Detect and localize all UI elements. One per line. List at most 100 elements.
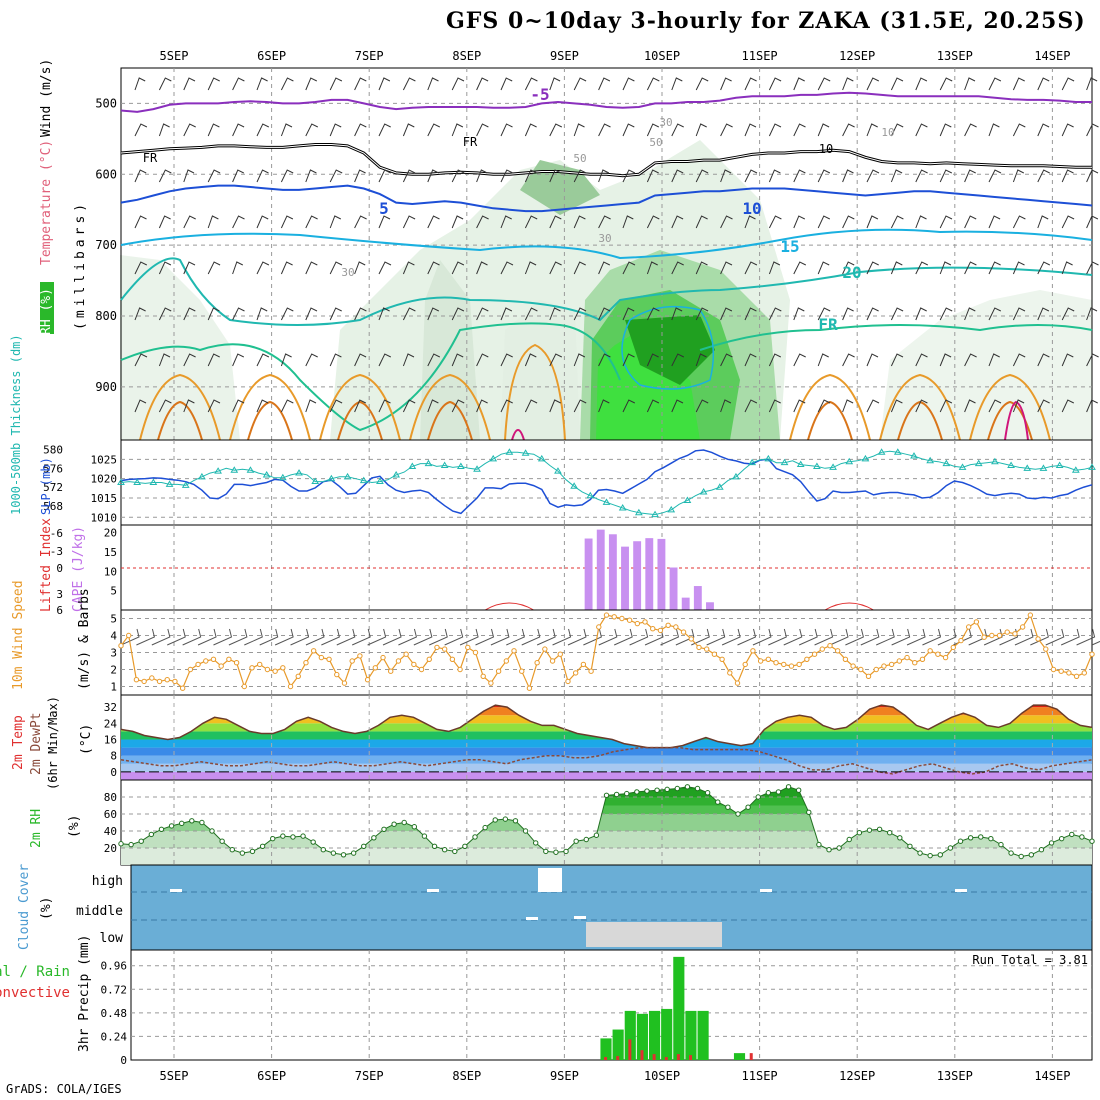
- wind-barb: [1037, 399, 1050, 413]
- surface-barb: [475, 628, 495, 646]
- surface-barb: [536, 628, 556, 646]
- wind-barb: [378, 215, 391, 229]
- wind-barb: [378, 169, 391, 183]
- surface-barb: [197, 628, 217, 646]
- wind-speed-point: [680, 629, 687, 635]
- thickness-marker: [699, 487, 708, 495]
- temp-band: [121, 771, 1092, 780]
- rh-point: [209, 828, 215, 834]
- thickness-marker: [651, 510, 659, 518]
- wind-barb: [1086, 215, 1099, 229]
- wind-barb: [842, 261, 855, 275]
- isotherm-30: [807, 400, 853, 441]
- wind-barb: [207, 169, 221, 183]
- wind-barb: [524, 353, 537, 367]
- wind-speed-point: [149, 675, 155, 681]
- wind-speed-point: [411, 661, 417, 668]
- wind-barb: [866, 169, 880, 183]
- rh-point: [684, 784, 691, 790]
- convective-bar: [652, 1054, 656, 1060]
- wind-barb: [476, 169, 488, 183]
- rh-point: [543, 848, 549, 855]
- wind-barb: [402, 261, 415, 275]
- wind-barb: [988, 215, 1001, 229]
- wind-speed-point: [773, 660, 779, 666]
- wind-speed-point: [942, 654, 949, 661]
- convective-bar: [676, 1054, 680, 1060]
- rh-point: [563, 848, 569, 855]
- wind-barb: [378, 353, 392, 367]
- x-tick-bottom: 5SEP: [160, 1069, 189, 1083]
- wind-barb: [720, 261, 733, 275]
- wind-barb: [622, 77, 635, 91]
- rh-point: [735, 811, 741, 817]
- thickness-marker: [246, 466, 255, 473]
- wind-barb: [866, 123, 878, 137]
- rh-point: [846, 836, 852, 843]
- cape-frame: [120, 524, 1093, 611]
- rh-point: [229, 847, 235, 853]
- wind-speed-point: [233, 660, 240, 666]
- cape-bar: [706, 602, 714, 610]
- wind-speed-point: [357, 653, 363, 659]
- surface-barb: [598, 628, 618, 646]
- isotherm-25b: [504, 343, 566, 441]
- rh-point: [532, 840, 539, 846]
- wind-barb: [671, 399, 684, 413]
- convective-bar: [640, 1050, 644, 1060]
- wind-barb: [1012, 307, 1026, 321]
- wind-barb: [671, 123, 684, 137]
- cloud-patch: [955, 889, 967, 892]
- wind-barb: [939, 169, 953, 183]
- wind-barb: [134, 307, 146, 321]
- wind-barb: [280, 77, 294, 91]
- isotherm-25: [409, 373, 491, 441]
- cape-bar: [645, 538, 654, 610]
- wind-speed-point: [1073, 673, 1080, 679]
- thickness-marker: [456, 462, 465, 469]
- wind-barb: [890, 77, 904, 91]
- precip-label: 3hr Precip (mm): [77, 935, 92, 1052]
- rh-point: [1018, 853, 1024, 860]
- thickness-marker: [991, 457, 999, 465]
- rh-point: [148, 831, 155, 838]
- x-tick-top: 12SEP: [839, 49, 875, 63]
- li-curve: [484, 602, 534, 611]
- surface-barb: [845, 628, 864, 646]
- wind-speed-point: [927, 648, 933, 654]
- wind-barb: [1037, 261, 1051, 275]
- wind-speed-point: [650, 626, 656, 632]
- thickness-marker: [489, 454, 498, 462]
- thickness-marker: [586, 491, 595, 499]
- convective-bar: [628, 1039, 632, 1060]
- thickness-label: 1000-500mb Thickness (dm): [9, 334, 23, 515]
- rh-point: [168, 823, 175, 829]
- wind-speed-point: [842, 656, 849, 662]
- rh-band: [121, 848, 1092, 865]
- wind-barb: [646, 169, 659, 183]
- wind-barb: [671, 353, 685, 367]
- wind-barb: [842, 77, 854, 91]
- cloud-level-label: middle: [76, 904, 123, 919]
- wind-barb: [866, 353, 879, 367]
- wind-barb: [793, 215, 806, 229]
- surface-barb: [506, 628, 525, 646]
- wind-barb: [1086, 77, 1098, 91]
- contour-label: 5: [379, 199, 389, 218]
- wind-speed-label: 10m Wind Speed: [11, 580, 26, 690]
- wind-speed-point: [257, 661, 263, 668]
- wind-barb: [720, 215, 733, 229]
- wind-barb: [1061, 77, 1075, 91]
- contour-label: 50: [649, 136, 662, 149]
- surface-barb: [721, 628, 741, 646]
- temp-line: [120, 704, 1093, 749]
- wind-barb: [598, 261, 611, 275]
- rh-point: [300, 833, 306, 839]
- wind-speed-point: [480, 673, 486, 679]
- wind-speed-point: [1050, 666, 1057, 673]
- wind-barb: [915, 169, 928, 183]
- wind-tick: 5: [110, 613, 117, 626]
- thickness-marker: [910, 452, 918, 459]
- cloud-unit: (%): [39, 897, 54, 920]
- wind-speed-point: [834, 648, 841, 654]
